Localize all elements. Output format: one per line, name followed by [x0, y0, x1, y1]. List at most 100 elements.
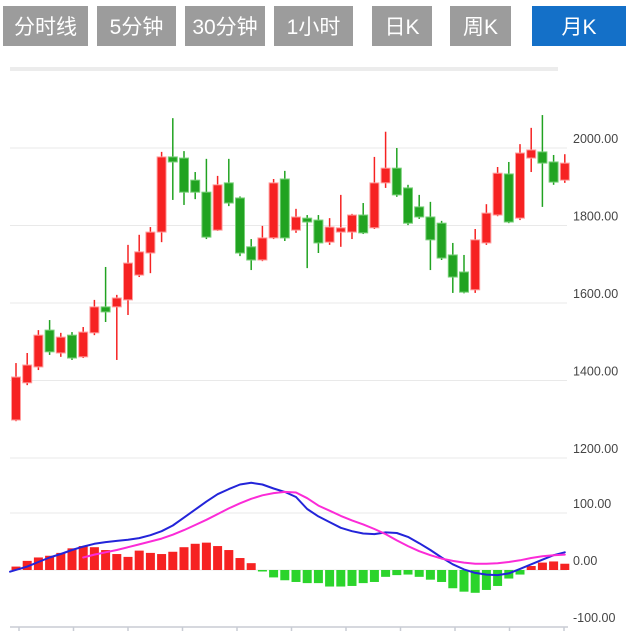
candle-body-up: [369, 182, 380, 229]
candle-body-down: [235, 197, 245, 254]
macd-bar-positive: [235, 558, 245, 570]
macd-bar-positive: [526, 566, 536, 570]
price-axis-label: 2000.00: [573, 132, 618, 146]
candle-body-down: [201, 191, 212, 238]
macd-bar-negative: [493, 570, 503, 586]
macd-bar-positive: [168, 551, 178, 570]
candle-body-down: [414, 206, 425, 218]
macd-axis-label: 0.00: [573, 554, 597, 568]
macd-bar-positive: [56, 552, 66, 570]
candle-body-up: [470, 239, 481, 291]
candle-body-down: [223, 182, 234, 204]
tab-minute-line[interactable]: 分时线: [3, 6, 88, 46]
candle-body-up: [380, 167, 391, 184]
candle-body-down: [302, 217, 313, 223]
macd-bar-positive: [246, 563, 256, 570]
price-axis-label: 1200.00: [573, 442, 618, 456]
candle-body-up: [22, 364, 33, 384]
candle-body-down: [358, 214, 369, 234]
candle-body-down: [246, 246, 257, 261]
macd-bar-negative: [470, 570, 480, 593]
candle-body-up: [111, 297, 122, 308]
candle-body-down: [503, 173, 514, 223]
macd-bar-positive: [213, 546, 223, 570]
candle-body-up: [78, 331, 89, 358]
macd-bar-positive: [89, 547, 99, 570]
candle-body-down: [459, 271, 469, 293]
candle-body-up: [145, 231, 156, 254]
tab-weekly-k[interactable]: 周K: [450, 6, 511, 46]
candle-body-down: [179, 157, 189, 193]
candle-body-down: [279, 178, 290, 239]
candle-body-up: [324, 226, 335, 243]
candle-body-up: [33, 334, 44, 368]
candle-body-down: [436, 222, 447, 259]
macd-bar-positive: [537, 562, 547, 570]
tab-5min[interactable]: 5分钟: [97, 6, 176, 46]
macd-bar-negative: [459, 570, 469, 592]
timeframe-tabbar: 分时线 5分钟 30分钟 1小时 日K 周K 月K: [3, 6, 626, 46]
candle-body-up: [526, 149, 537, 159]
macd-bar-negative: [302, 570, 312, 584]
macd-bar-positive: [45, 555, 55, 570]
macd-bar-negative: [425, 570, 435, 580]
macd-bar-negative: [280, 570, 290, 581]
macd-bar-positive: [112, 554, 122, 570]
macd-bar-negative: [369, 570, 379, 582]
candle-body-up: [335, 227, 346, 233]
candle-body-up: [123, 262, 133, 301]
price-axis-label: 1400.00: [573, 365, 618, 379]
candle-body-up: [492, 172, 503, 216]
candle-body-down: [425, 216, 436, 241]
macd-axis-label: -100.00: [573, 611, 615, 625]
macd-bar-positive: [224, 550, 234, 570]
candle-body-up: [268, 182, 279, 239]
top-separator: [10, 67, 558, 71]
tab-daily-k[interactable]: 日K: [372, 6, 432, 46]
candle-body-down: [391, 167, 402, 196]
tab-1hour[interactable]: 1小时: [274, 6, 353, 46]
macd-bar-positive: [33, 557, 43, 570]
price-axis-label: 1600.00: [573, 287, 618, 301]
macd-bar-positive: [157, 554, 167, 570]
macd-bar-positive: [190, 543, 200, 570]
price-axis-label: 1800.00: [573, 210, 618, 224]
candle-body-down: [313, 219, 324, 244]
macd-bar-negative: [448, 570, 458, 589]
macd-bar-positive: [22, 560, 32, 570]
tab-30min[interactable]: 30分钟: [185, 6, 265, 46]
candle-body-up: [11, 376, 21, 421]
macd-bar-negative: [437, 570, 447, 582]
candle-body-up: [212, 184, 223, 231]
candle-body-up: [156, 156, 167, 233]
candle-body-down: [447, 254, 458, 278]
candle-body-down: [167, 156, 178, 163]
candle-body-up: [257, 237, 268, 261]
macd-bar-negative: [336, 570, 346, 587]
candle-body-down: [537, 151, 548, 164]
macd-axis-label: 100.00: [573, 497, 611, 511]
macd-bar-negative: [257, 570, 267, 572]
tab-monthly-k[interactable]: 月K: [532, 6, 626, 46]
macd-bar-positive: [67, 548, 77, 570]
candle-body-up: [134, 251, 145, 276]
candle-body-up: [89, 306, 100, 334]
macd-bar-negative: [325, 570, 335, 587]
macd-bar-positive: [101, 550, 111, 570]
macd-bar-negative: [515, 570, 525, 575]
candle-body-down: [190, 179, 201, 193]
candle-body-down: [403, 187, 413, 224]
macd-bar-negative: [313, 570, 323, 584]
macd-bar-positive: [123, 556, 133, 570]
macd-dif-line: [9, 481, 566, 577]
macd-bar-negative: [358, 570, 368, 584]
candle-body-down: [548, 161, 559, 183]
candle-body-down: [44, 329, 55, 353]
macd-bar-negative: [403, 570, 413, 575]
macd-bar-negative: [381, 570, 391, 577]
candle-body-down: [67, 334, 77, 359]
macd-bar-negative: [347, 570, 357, 586]
candle-body-up: [55, 336, 66, 354]
